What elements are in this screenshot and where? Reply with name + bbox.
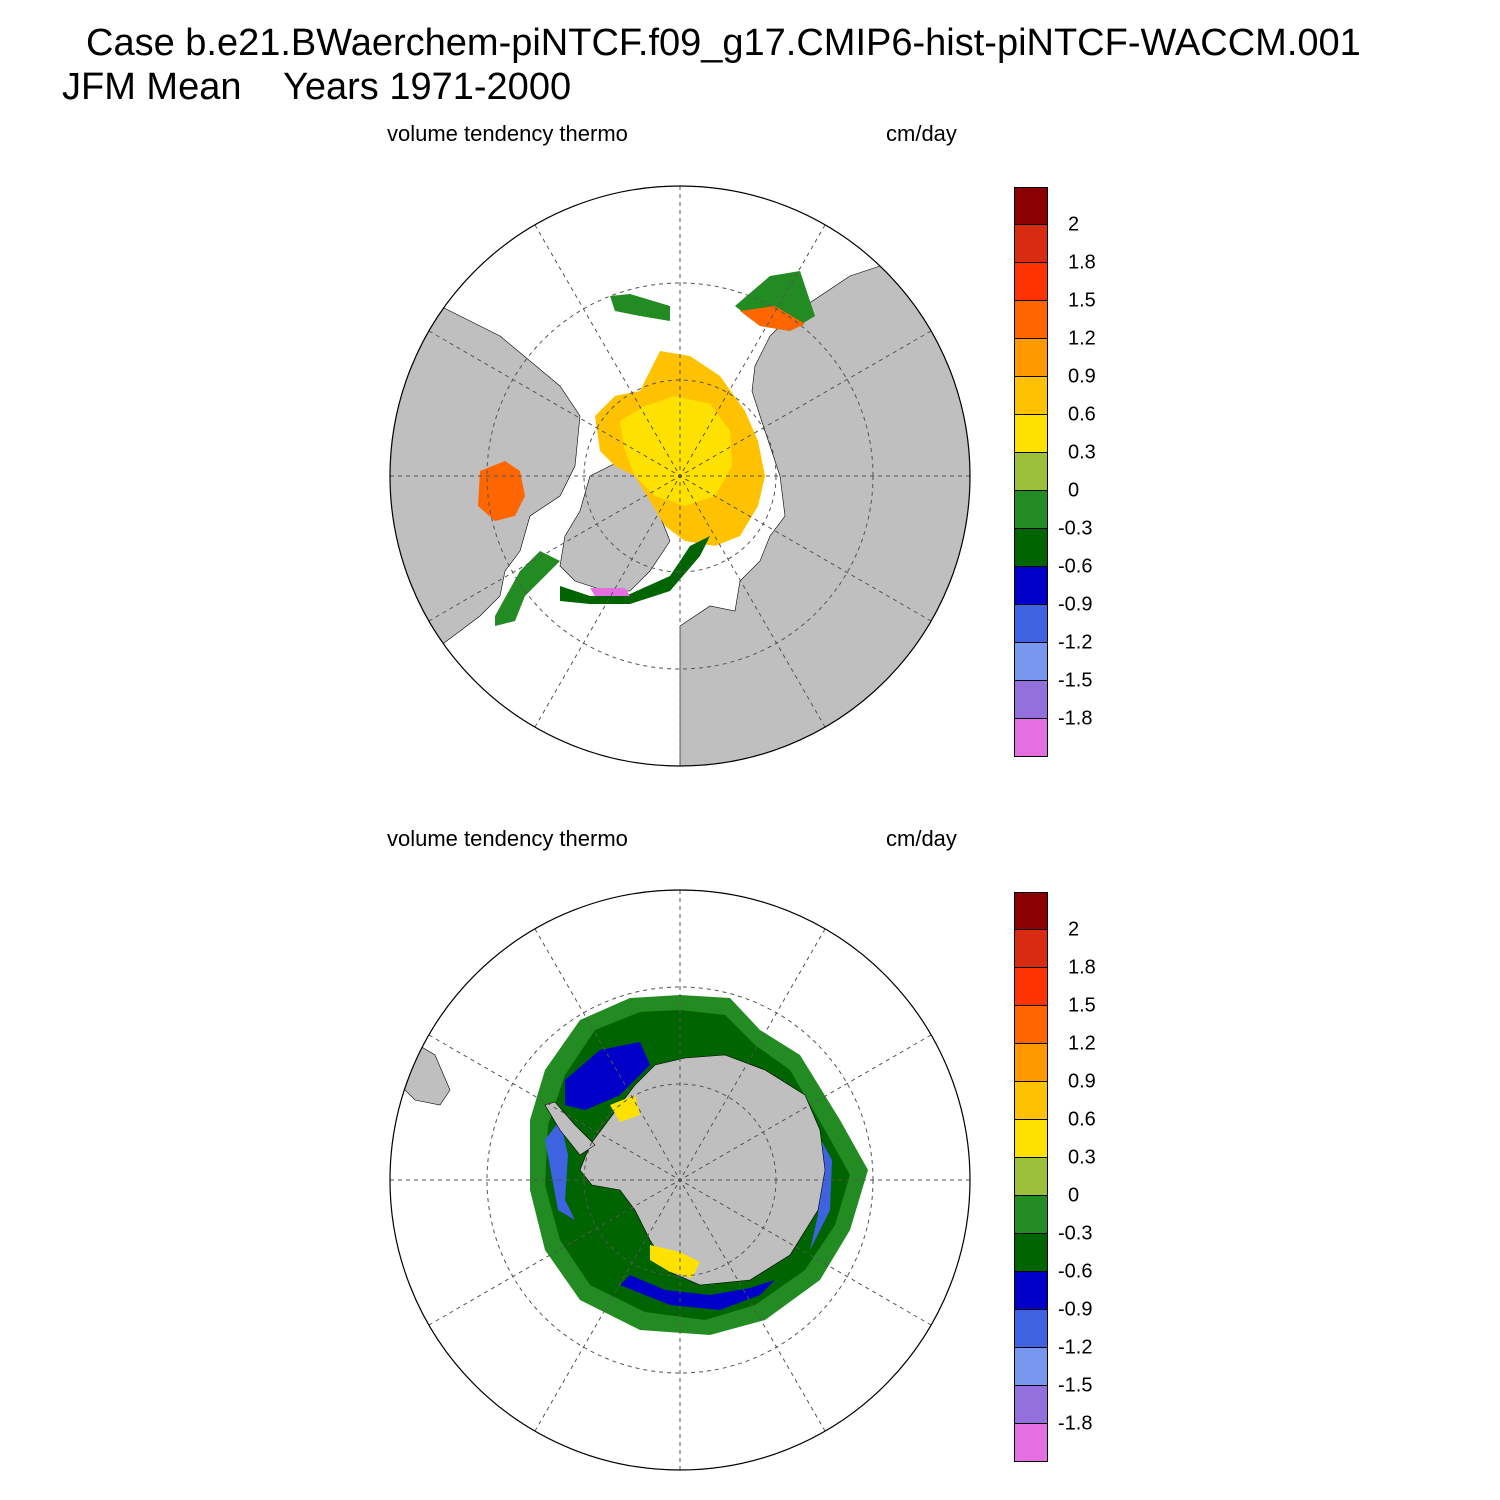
colorbar-swatch <box>1014 1310 1048 1348</box>
colorbar-tick-label: 2 <box>1068 213 1080 236</box>
colorbar-tick-label: 1.5 <box>1068 289 1096 312</box>
colorbar-tick-label: -0.6 <box>1058 1260 1093 1283</box>
colorbar-tick-label: 0 <box>1068 1184 1080 1207</box>
panel-north-variable-label: volume tendency thermo <box>387 121 628 146</box>
colorbar-swatch <box>1014 491 1048 529</box>
arctic-polar-map <box>389 185 971 767</box>
colorbar-swatch <box>1014 1044 1048 1082</box>
okhotsk-sea-high-tendency <box>740 306 805 331</box>
colorbar-swatch <box>1014 415 1048 453</box>
colorbar-tick-label: -1.8 <box>1058 707 1093 730</box>
colorbar-tick-label: 0.3 <box>1068 441 1096 464</box>
colorbar-swatch <box>1014 719 1048 757</box>
colorbar-tick-label: 0.9 <box>1068 1070 1096 1093</box>
colorbar-swatch <box>1014 1082 1048 1120</box>
colorbar-swatch <box>1014 1006 1048 1044</box>
colorbar-swatch <box>1014 567 1048 605</box>
colorbar-swatch <box>1014 339 1048 377</box>
colorbar-swatch <box>1014 605 1048 643</box>
colorbar-tick-label: 1.8 <box>1068 956 1096 979</box>
colorbar-swatch <box>1014 681 1048 719</box>
colorbar-swatch <box>1014 1348 1048 1386</box>
colorbar-north <box>1014 187 1048 757</box>
colorbar-tick-label: -1.5 <box>1058 669 1093 692</box>
colorbar-tick-label: -0.3 <box>1058 1222 1093 1245</box>
panel-south-units-label: cm/day <box>886 826 957 851</box>
colorbar-tick-label: 1.2 <box>1068 1032 1096 1055</box>
landmass-north-america <box>390 255 581 677</box>
colorbar-swatch <box>1014 1158 1048 1196</box>
colorbar-swatch <box>1014 529 1048 567</box>
colorbar-tick-label: 0.3 <box>1068 1146 1096 1169</box>
colorbar-tick-label: 1.8 <box>1068 251 1096 274</box>
bering-sea-negative <box>610 294 670 321</box>
colorbar-swatch <box>1014 377 1048 415</box>
panel-north-units-label: cm/day <box>886 121 957 146</box>
ross-ice-shelf-positive <box>650 1245 700 1278</box>
colorbar-swatch <box>1014 1272 1048 1310</box>
antarctic-peninsula <box>544 1101 596 1156</box>
colorbar-swatch <box>1014 643 1048 681</box>
colorbar-swatch <box>1014 225 1048 263</box>
panel-south-variable-label: volume tendency thermo <box>387 826 628 851</box>
colorbar-tick-label: 0 <box>1068 479 1080 502</box>
period-title: JFM Mean Years 1971-2000 <box>62 66 572 108</box>
antarctic-polar-map <box>389 889 971 1471</box>
colorbar-swatch <box>1014 1120 1048 1158</box>
colorbar-swatch <box>1014 1234 1048 1272</box>
colorbar-swatch <box>1014 1386 1048 1424</box>
colorbar-tick-label: -0.9 <box>1058 1298 1093 1321</box>
colorbar-tick-label: -1.8 <box>1058 1412 1093 1435</box>
greenland-sea-strong-negative <box>590 588 630 596</box>
colorbar-tick-label: 0.6 <box>1068 1108 1096 1131</box>
colorbar-swatch <box>1014 968 1048 1006</box>
west-coastal-negative <box>545 1120 575 1220</box>
colorbar-swatch <box>1014 263 1048 301</box>
colorbar-tick-label: -1.5 <box>1058 1374 1093 1397</box>
weddell-sea-strong-negative <box>565 1042 650 1110</box>
colorbar-tick-label: -0.3 <box>1058 517 1093 540</box>
ross-sea-strong-negative <box>620 1275 775 1310</box>
colorbar-swatch <box>1014 1424 1048 1462</box>
colorbar-tick-label: -1.2 <box>1058 1336 1093 1359</box>
colorbar-tick-label: -0.9 <box>1058 593 1093 616</box>
weddell-ice-shelf-positive <box>610 1095 640 1122</box>
colorbar-swatch <box>1014 892 1048 930</box>
central-arctic-low-tendency <box>620 396 732 506</box>
colorbar-tick-label: 0.6 <box>1068 403 1096 426</box>
colorbar-tick-label: 1.5 <box>1068 994 1096 1017</box>
colorbar-tick-label: -0.6 <box>1058 555 1093 578</box>
colorbar-swatch <box>1014 930 1048 968</box>
colorbar-tick-label: 0.9 <box>1068 365 1096 388</box>
colorbar-swatch <box>1014 301 1048 339</box>
colorbar-tick-label: -1.2 <box>1058 631 1093 654</box>
atlantic-marginal-negative-tendency <box>495 551 560 626</box>
colorbar-swatch <box>1014 1196 1048 1234</box>
colorbar-tick-label: 1.2 <box>1068 327 1096 350</box>
greenland-sea-negative-tendency <box>560 536 710 604</box>
colorbar-tick-label: 2 <box>1068 918 1080 941</box>
colorbar-swatch <box>1014 187 1048 225</box>
colorbar-south <box>1014 892 1048 1462</box>
colorbar-swatch <box>1014 453 1048 491</box>
case-title: Case b.e21.BWaerchem-piNTCF.f09_g17.CMIP… <box>86 22 1361 64</box>
